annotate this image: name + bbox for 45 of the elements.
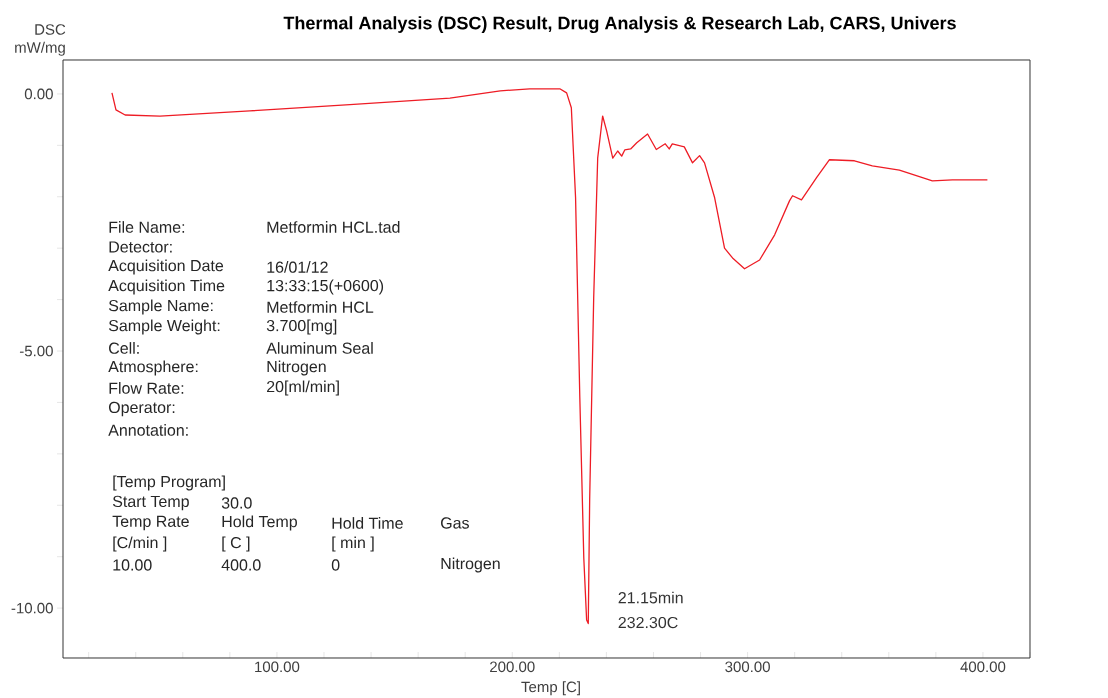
annotation: Metformin HCL xyxy=(267,301,374,313)
annotation: 400.0 xyxy=(221,559,261,571)
annotation: 21.15min xyxy=(618,591,683,604)
annotation: 20[ml/min] xyxy=(267,380,339,396)
annotation: Atmosphere: xyxy=(108,360,198,376)
annotation: 16/01/12 xyxy=(267,261,328,273)
annotation: 30.0 xyxy=(221,497,252,509)
annotation: Gas xyxy=(441,517,469,529)
annotation: 13:33:15(+0600) xyxy=(267,279,384,295)
annotation: Detector: xyxy=(109,241,172,253)
annotation: Acquisition Time xyxy=(108,279,225,295)
annotation: Flow Rate: xyxy=(109,382,184,394)
annotation: [Temp Program] xyxy=(113,475,225,491)
x-axis-title: Temp [C] xyxy=(521,681,580,696)
annotation: File Name: xyxy=(109,221,185,233)
annotation: Aluminum Seal xyxy=(266,342,373,354)
annotation: Acquisition Date xyxy=(108,259,224,275)
annotation: 232.30C xyxy=(618,616,678,629)
annotation: Metformin HCL.tad xyxy=(267,221,400,233)
annotation: Operator: xyxy=(108,401,175,417)
y-axis-title: DSC mW/mg xyxy=(15,24,66,56)
annotation: Cell: xyxy=(109,342,139,354)
annotation: Hold Time xyxy=(332,517,403,529)
annotation: 3.700[mg] xyxy=(266,319,337,335)
y-tick-label: -5.00 xyxy=(19,345,53,357)
x-tick-label: 400.00 xyxy=(960,661,1006,673)
x-tick-label: 300.00 xyxy=(725,661,770,673)
annotation: Hold Temp xyxy=(222,515,297,531)
y-tick-label: -10.00 xyxy=(11,602,53,614)
annotation: 10.00 xyxy=(113,559,152,571)
annotation: Start Temp xyxy=(112,495,189,511)
x-tick-label: 100.00 xyxy=(255,661,300,673)
annotation: [ min ] xyxy=(332,536,374,552)
y-tick-label: 0.00 xyxy=(24,88,53,100)
annotation: [C/min ] xyxy=(113,536,167,552)
annotation: Sample Weight: xyxy=(108,319,220,335)
annotation: Annotation: xyxy=(108,424,188,436)
annotation: Sample Name: xyxy=(108,299,213,315)
x-tick-label: 200.00 xyxy=(490,661,535,673)
annotation: [ C ] xyxy=(222,536,250,552)
annotation: Temp Rate xyxy=(112,515,189,531)
annotation: Nitrogen xyxy=(441,557,500,573)
annotation: Nitrogen xyxy=(267,360,326,376)
annotation: 0 xyxy=(331,559,340,571)
chart-title: Thermal Analysis (DSC) Result, Drug Analysis & Research Lab, CARS, Univers xyxy=(283,16,956,34)
